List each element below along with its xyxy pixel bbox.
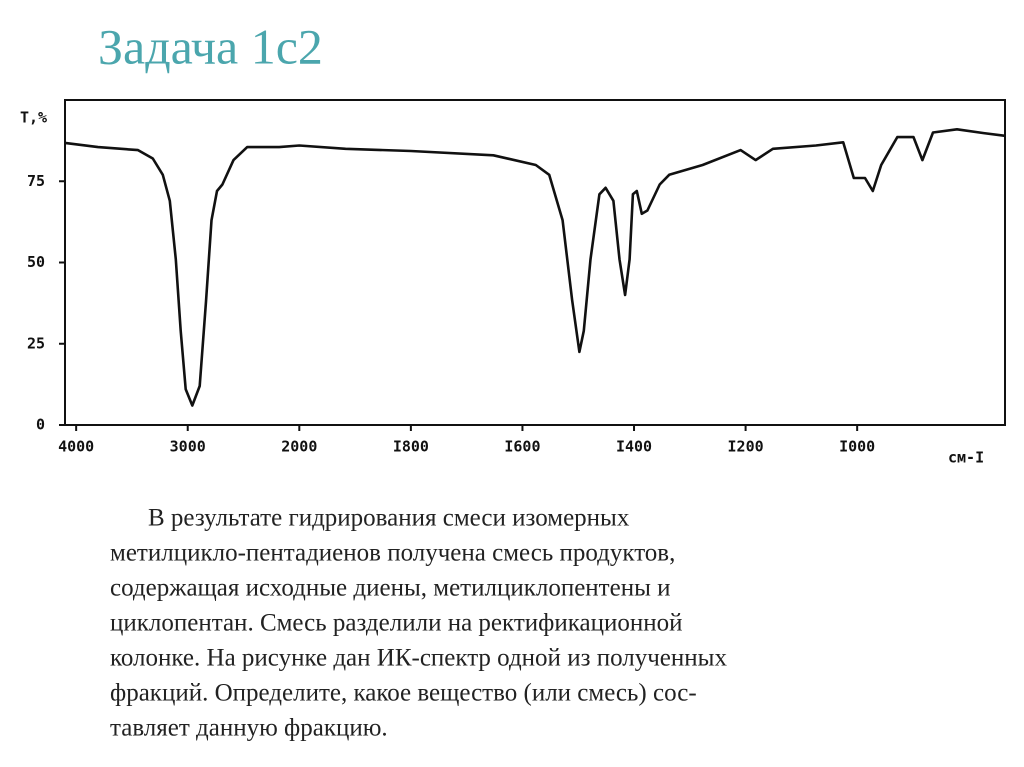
paragraph-line: циклопентан. Смесь разделили на ректифик…	[110, 610, 682, 637]
paragraph-line: колонке. На рисунке дан ИК-спектр одной …	[110, 645, 727, 672]
spectrum-line	[64, 128, 1006, 407]
x-tick-label: I200	[728, 438, 764, 456]
y-axis-label: T,%	[20, 109, 47, 127]
x-tick-label: I600	[504, 438, 540, 456]
x-tick-label: 4000	[58, 438, 94, 456]
paragraph-line: фракций. Определите, какое вещество (или…	[110, 680, 697, 707]
x-tick-label: I800	[393, 438, 429, 456]
plot-frame	[64, 99, 1006, 426]
x-tick-label: 3000	[170, 438, 206, 456]
x-axis-label: см-I	[948, 449, 984, 467]
y-tick-label: 75	[27, 172, 45, 190]
y-tick-label: 50	[27, 253, 45, 271]
x-tick-label: 2000	[281, 438, 317, 456]
slide-title: Задача 1с2	[98, 18, 323, 74]
paragraph-line: содержащая исходные диены, метилциклопен…	[110, 575, 671, 602]
y-tick-label: 0	[36, 416, 45, 434]
paragraph-line: В результате гидрирования смеси изомерны…	[148, 505, 630, 532]
y-tick-label: 25	[27, 334, 45, 352]
x-tick-label: I400	[616, 438, 652, 456]
paragraph-line: тавляет данную фракцию.	[110, 715, 388, 742]
x-tick-label: I000	[839, 438, 875, 456]
paragraph-line: метилцикло-пентадиенов получена смесь пр…	[110, 540, 675, 567]
